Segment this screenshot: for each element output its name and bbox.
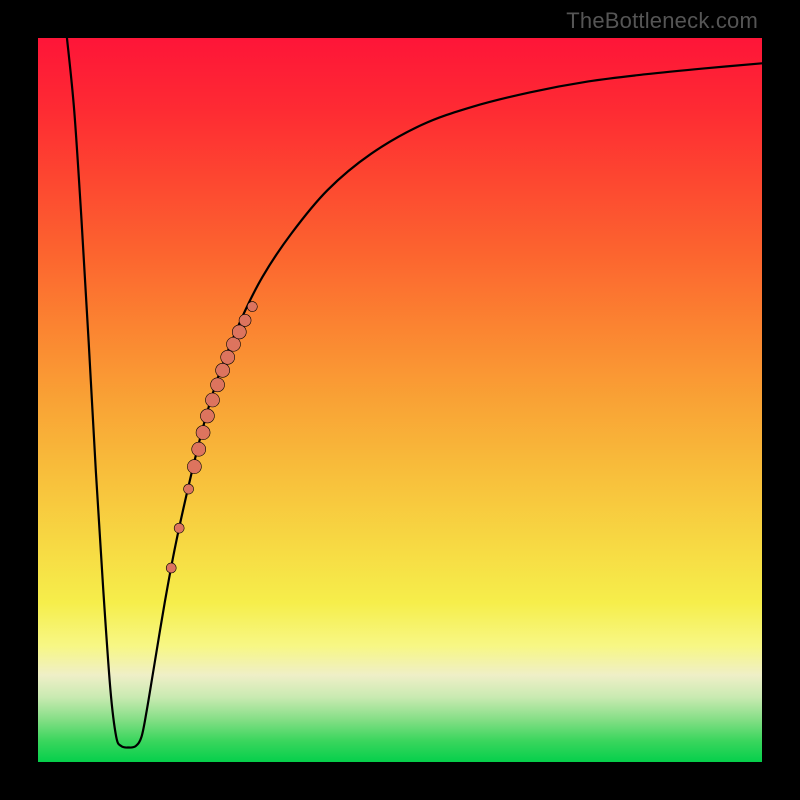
data-point	[216, 363, 230, 377]
data-point	[174, 523, 184, 533]
data-point	[239, 314, 251, 326]
data-point	[205, 393, 219, 407]
plot-area	[38, 38, 762, 762]
data-point	[200, 409, 214, 423]
chart-frame: TheBottleneck.com	[0, 0, 800, 800]
data-point	[187, 460, 201, 474]
curve-layer	[38, 38, 762, 762]
bottleneck-curve	[67, 38, 762, 748]
data-point	[196, 426, 210, 440]
data-point	[166, 563, 176, 573]
data-point	[232, 325, 246, 339]
data-point	[192, 442, 206, 456]
data-point	[211, 378, 225, 392]
data-point	[184, 484, 194, 494]
watermark-text: TheBottleneck.com	[566, 8, 758, 34]
data-point	[247, 302, 257, 312]
data-point	[226, 337, 240, 351]
data-point	[221, 350, 235, 364]
